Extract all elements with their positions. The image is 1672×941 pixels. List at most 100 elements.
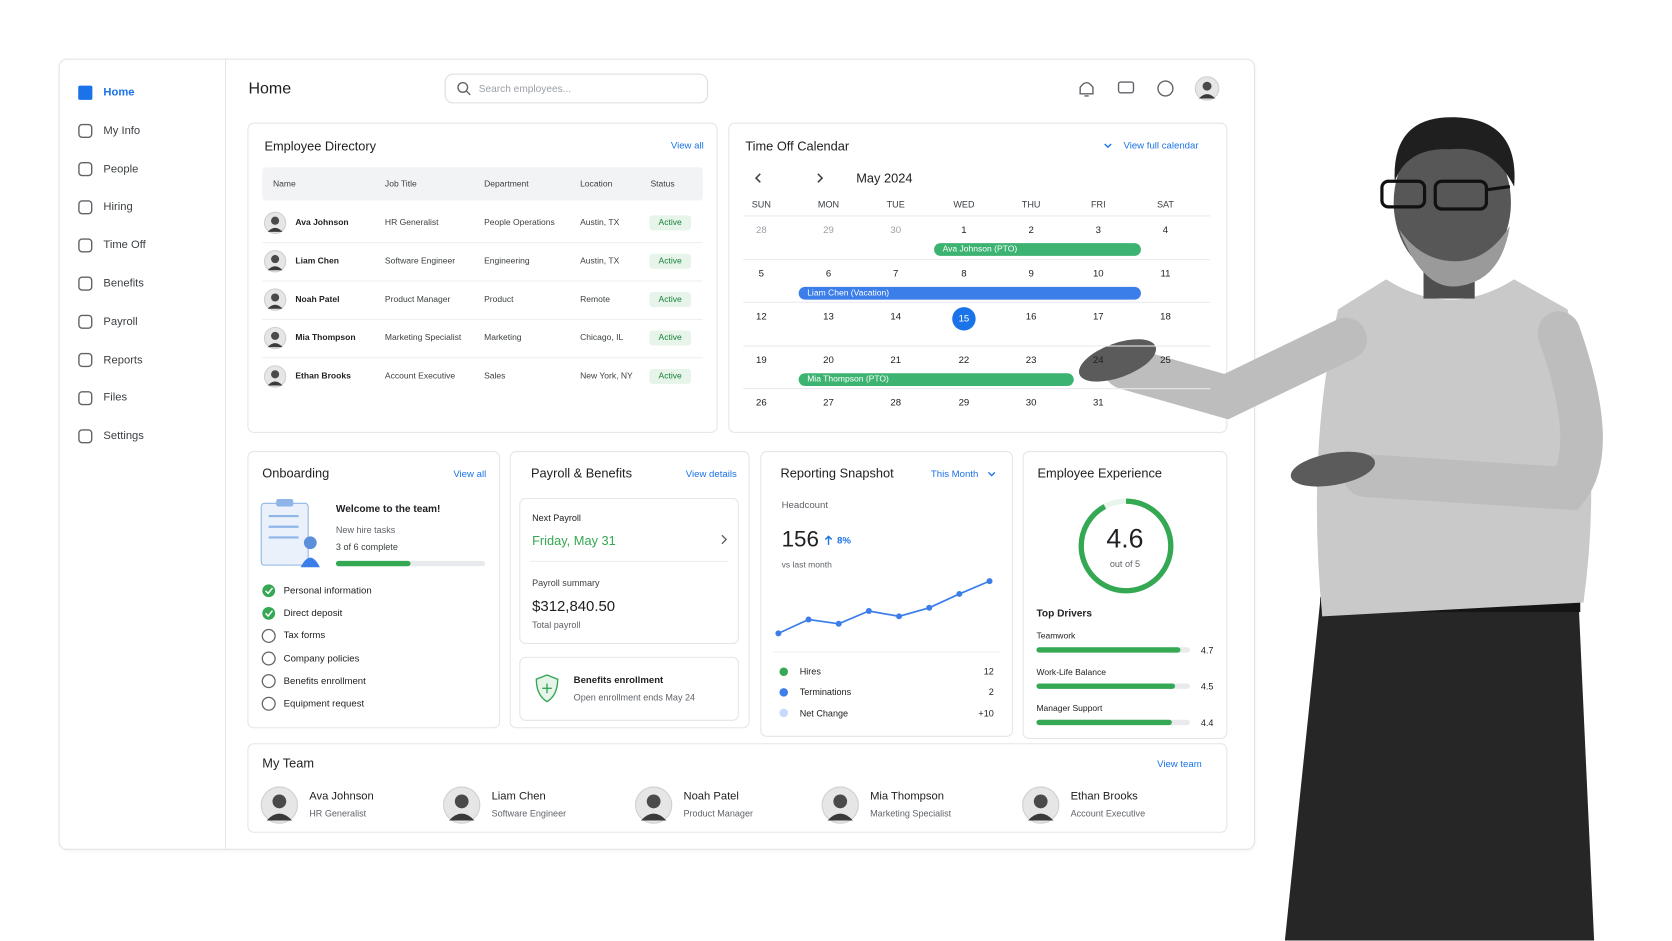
presenter-glasses — [1433, 179, 1489, 211]
legend-value: 2 — [988, 686, 994, 698]
status-badge — [649, 292, 691, 308]
task-check — [264, 610, 274, 618]
presenter-head — [1393, 127, 1511, 278]
presenter-hand — [1078, 339, 1157, 382]
driver-value: 4.4 — [1200, 717, 1214, 729]
day-number: 12 — [755, 310, 767, 322]
event-label: Liam Chen (Vacation) — [807, 287, 890, 297]
day-number: 18 — [1160, 310, 1171, 322]
nav-item[interactable]: Benefits — [103, 276, 144, 290]
nav-item[interactable]: Home — [103, 86, 135, 99]
nav-icon — [78, 429, 93, 444]
nav-item[interactable]: Settings — [103, 429, 144, 443]
nav-item[interactable]: My Info — [103, 124, 141, 138]
cell: Austin, TX — [580, 217, 620, 228]
cell: Product Manager — [384, 294, 451, 304]
period-select[interactable]: This Month — [930, 468, 979, 480]
avatar-body — [267, 266, 283, 271]
task-label[interactable]: Company policies — [283, 652, 360, 664]
weekday: SAT — [1156, 199, 1174, 210]
nav-item[interactable]: Time Off — [103, 238, 146, 252]
member-name[interactable]: Liam Chen — [491, 789, 546, 803]
trend-point — [835, 620, 842, 627]
card-link[interactable]: View all — [670, 140, 704, 151]
avatar-head — [272, 794, 287, 809]
cell: Engineering — [484, 255, 530, 266]
member-name[interactable]: Ava Johnson — [309, 789, 374, 803]
day-number: 15 — [958, 312, 970, 324]
day-number: 31 — [1092, 397, 1104, 408]
member-name[interactable]: Ethan Brooks — [1070, 789, 1138, 803]
avatar-body — [267, 227, 283, 232]
day-number: 28 — [890, 397, 902, 408]
nav-icon — [78, 85, 93, 100]
task-label[interactable]: Equipment request — [283, 697, 365, 709]
nav-icon — [78, 162, 93, 177]
search-box[interactable] — [444, 73, 709, 104]
card-link[interactable]: View team — [1157, 758, 1202, 770]
day-number: 19 — [755, 354, 767, 365]
payroll-next-box — [519, 497, 739, 645]
search-placeholder: Search employees... — [478, 83, 572, 96]
member-role: Marketing Specialist — [870, 807, 952, 819]
day-number: 29 — [958, 397, 970, 408]
card-link[interactable]: View full calendar — [1123, 140, 1199, 151]
task-label[interactable]: Tax forms — [283, 630, 326, 641]
cell: HR Generalist — [384, 217, 439, 228]
week-divider — [743, 388, 1211, 390]
amount-label: Total payroll — [532, 619, 581, 630]
nav-item[interactable]: Reports — [103, 353, 143, 367]
avatar-body — [827, 813, 853, 821]
legend-dot — [779, 708, 788, 718]
status-badge — [649, 368, 691, 384]
driver-name: Work-Life Balance — [1036, 667, 1106, 678]
illustration-board — [260, 502, 309, 566]
page-title: Home — [248, 79, 292, 98]
legend-name: Hires — [799, 666, 821, 677]
day-number: 27 — [823, 397, 834, 408]
presenter-arm — [1343, 311, 1603, 511]
day-number: 6 — [825, 267, 832, 279]
amount: $312,840.50 — [532, 597, 616, 615]
task-label[interactable]: Direct deposit — [283, 607, 343, 619]
column-header: Name — [272, 179, 296, 189]
card-title: Time Off Calendar — [745, 138, 850, 154]
row-divider — [262, 280, 703, 282]
driver-bar — [1036, 683, 1175, 689]
task-label[interactable]: Personal information — [283, 584, 372, 596]
nav-icon — [78, 314, 93, 329]
driver-name: Manager Support — [1036, 703, 1103, 714]
legend-dot — [779, 688, 788, 697]
member-name[interactable]: Noah Patel — [683, 789, 739, 803]
cell: Marketing — [484, 332, 522, 343]
avatar-body — [267, 343, 283, 348]
status-badge — [649, 330, 691, 346]
weekday: SUN — [751, 199, 771, 210]
task-label[interactable]: Benefits enrollment — [283, 675, 366, 686]
presenter-glasses — [1380, 179, 1427, 209]
nav-item[interactable]: Payroll — [103, 315, 138, 328]
day-number: 30 — [890, 224, 902, 236]
legend-value: 12 — [983, 666, 994, 677]
nav-item[interactable]: Hiring — [103, 200, 133, 214]
nav-item[interactable]: People — [103, 162, 139, 176]
day-number: 4 — [1162, 224, 1169, 236]
nav-item[interactable]: Files — [103, 391, 128, 405]
progress-label: 3 of 6 complete — [335, 541, 398, 553]
member-name[interactable]: Mia Thompson — [870, 789, 944, 803]
search-icon — [457, 81, 469, 93]
onboarding-card — [247, 451, 501, 729]
legend-name: Net Change — [799, 707, 849, 718]
card-link[interactable]: View all — [453, 468, 487, 480]
avatar-head — [271, 331, 280, 340]
card-title: Payroll & Benefits — [531, 465, 633, 481]
card-title: Employee Directory — [264, 138, 377, 154]
card-link[interactable]: View details — [685, 468, 737, 480]
chevron-icon — [987, 471, 996, 477]
day-number: 16 — [1025, 310, 1037, 322]
status: Active — [658, 255, 682, 266]
nav-icon — [78, 276, 93, 291]
avatar-head — [271, 216, 280, 225]
employee-name: Ava Johnson — [295, 217, 349, 228]
